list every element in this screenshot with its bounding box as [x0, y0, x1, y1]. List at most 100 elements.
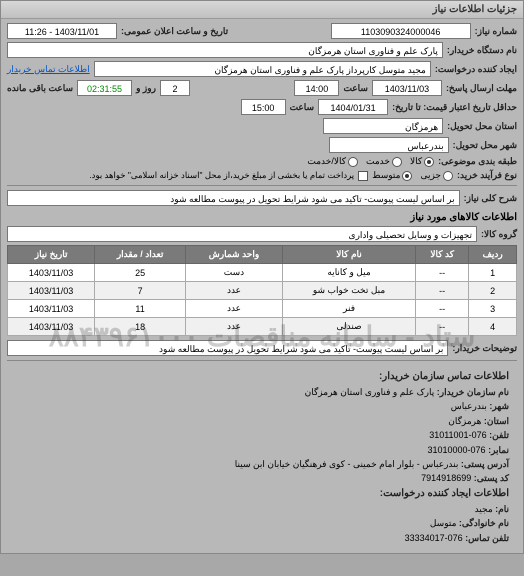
delivery-city-label: شهر محل تحویل: — [453, 140, 517, 151]
table-cell: 7 — [95, 282, 186, 300]
announce-date-value: 1403/11/01 - 11:26 — [7, 23, 117, 39]
contact-phone: 076-31011001 — [429, 430, 486, 440]
table-cell: -- — [415, 282, 468, 300]
th-index: ردیف — [469, 246, 517, 264]
goods-group-value: تجهیزات و وسایل تحصیلی واداری — [7, 226, 477, 242]
first-name-label: نام: — [495, 504, 509, 514]
contact-phone-label: تلفن: — [489, 430, 509, 440]
contact-block: اطلاعات تماس سازمان خریدار: نام سازمان خ… — [7, 365, 517, 549]
contact-link[interactable]: اطلاعات تماس خریدار — [7, 64, 90, 75]
th-code: کد کالا — [415, 246, 468, 264]
table-cell: 1403/11/03 — [8, 282, 95, 300]
creator-info-title: اطلاعات ایجاد کننده درخواست: — [380, 488, 509, 499]
table-row: 2--مبل تخت خواب شوعدد71403/11/03 — [8, 282, 517, 300]
table-cell: میل و کانایه — [283, 264, 416, 282]
creator-label: ایجاد کننده درخواست: — [435, 64, 517, 75]
table-cell: صندلی — [283, 318, 416, 336]
table-cell: 1403/11/03 — [8, 300, 95, 318]
contact-title: اطلاعات تماس سازمان خریدار: — [379, 371, 509, 382]
remaining-days: 2 — [160, 80, 190, 96]
contact-city: بندرعباس — [451, 401, 487, 411]
table-cell: 4 — [469, 318, 517, 336]
delivery-province-label: استان محل تحویل: — [447, 121, 517, 132]
th-unit: واحد شمارش — [185, 246, 282, 264]
treasury-checkbox[interactable] — [358, 171, 368, 181]
table-cell: مبل تخت خواب شو — [283, 282, 416, 300]
row-buyer-name: نام دستگاه خریدار: پارک علم و فناوری است… — [7, 42, 517, 58]
table-cell: 3 — [469, 300, 517, 318]
validity-date: 1404/01/31 — [318, 99, 388, 115]
reply-time: 14:00 — [294, 80, 339, 96]
radio-dot-icon — [392, 157, 402, 167]
request-number-label: شماره نیاز: — [475, 26, 517, 37]
table-cell: -- — [415, 318, 468, 336]
radio-mid[interactable]: متوسط — [372, 170, 412, 181]
row-request-number: شماره نیاز: 1103090324000046 تاریخ و ساع… — [7, 23, 517, 39]
table-cell: 11 — [95, 300, 186, 318]
remaining-days-label: روز و — [136, 83, 156, 94]
table-cell: 2 — [469, 282, 517, 300]
table-cell: 1 — [469, 264, 517, 282]
row-goods-group: گروه کالا: تجهیزات و وسایل تحصیلی واداری — [7, 226, 517, 242]
table-cell: عدد — [185, 300, 282, 318]
table-row: 1--میل و کانایهدست251403/11/03 — [8, 264, 517, 282]
row-buyer-notes: توضیحات خریدار: بر اساس لیست پیوست- تاکی… — [7, 340, 517, 356]
th-qty: تعداد / مقدار — [95, 246, 186, 264]
reply-deadline-label: مهلت ارسال پاسخ: — [446, 83, 517, 94]
table-cell: عدد — [185, 282, 282, 300]
time-label-2: ساعت — [290, 102, 315, 113]
contact-province: هرمزگان — [448, 416, 481, 426]
radio-dot-icon — [348, 157, 358, 167]
first-name: مجید — [475, 504, 493, 514]
panel-content: شماره نیاز: 1103090324000046 تاریخ و ساع… — [1, 19, 523, 553]
radio-both[interactable]: کالا/خدمت — [307, 156, 358, 167]
post-addr-label: آدرس پستی: — [461, 459, 509, 469]
org-name-label: نام سازمان خریدار: — [437, 387, 509, 397]
table-cell: 18 — [95, 318, 186, 336]
validity-time: 15:00 — [241, 99, 286, 115]
contact-phone2: 076-33334017 — [405, 533, 463, 543]
radio-low[interactable]: جزیی — [420, 170, 453, 181]
radio-dot-icon — [424, 157, 434, 167]
radio-service[interactable]: خدمت — [366, 156, 402, 167]
post-code: 7914918699 — [421, 473, 471, 483]
table-cell: 1403/11/03 — [8, 264, 95, 282]
buyer-name-value: پارک علم و فناوری استان هرمزگان — [7, 42, 443, 58]
goods-info-title: اطلاعات کالاهای مورد نیاز — [7, 209, 517, 226]
row-delivery-province: استان محل تحویل: هرمزگان — [7, 118, 517, 134]
table-cell: 1403/11/03 — [8, 318, 95, 336]
contact-phone2-label: تلفن تماس: — [465, 533, 509, 543]
table-header-row: ردیف کد کالا نام کالا واحد شمارش تعداد /… — [8, 246, 517, 264]
goods-group-label: گروه کالا: — [481, 229, 517, 240]
table-cell: دست — [185, 264, 282, 282]
contact-city-label: شهر: — [489, 401, 509, 411]
panel-title: جزئیات اطلاعات نیاز — [433, 4, 517, 15]
row-subject-type: طبقه بندی موضوعی: کالا خدمت کالا/خدمت — [7, 156, 517, 167]
th-date: تاریخ نیاز — [8, 246, 95, 264]
org-name: پارک علم و فناوری استان هرمزگان — [305, 387, 435, 397]
table-row: 4--صندلیعدد181403/11/03 — [8, 318, 517, 336]
table-cell: -- — [415, 300, 468, 318]
radio-goods[interactable]: کالا — [410, 156, 434, 167]
time-label-1: ساعت — [343, 83, 368, 94]
validity-label: حداقل تاریخ اعتبار قیمت: تا تاریخ: — [392, 102, 517, 113]
announce-date-label: تاریخ و ساعت اعلان عمومی: — [121, 26, 228, 37]
table-cell: فنر — [283, 300, 416, 318]
request-number-value: 1103090324000046 — [331, 23, 471, 39]
process-type-label: نوع فرآیند خرید: — [457, 170, 517, 181]
table-cell: عدد — [185, 318, 282, 336]
row-process-type: نوع فرآیند خرید: جزیی متوسط پرداخت تمام … — [7, 170, 517, 181]
buyer-name-label: نام دستگاه خریدار: — [447, 45, 517, 56]
delivery-city-value: بندرعباس — [329, 137, 449, 153]
reply-date: 1403/11/03 — [372, 80, 442, 96]
key-desc-value: بر اساس لیست پیوست- تاکید می شود شرایط ت… — [7, 190, 460, 206]
row-reply-deadline: مهلت ارسال پاسخ: 1403/11/03 ساعت 14:00 2… — [7, 80, 517, 96]
process-note: پرداخت تمام یا بخشی از مبلغ خرید،از محل … — [89, 170, 354, 181]
radio-dot-icon — [443, 171, 453, 181]
row-creator: ایجاد کننده درخواست: مجید متوسل کارپرداز… — [7, 61, 517, 77]
th-name: نام کالا — [283, 246, 416, 264]
delivery-province-value: هرمزگان — [323, 118, 443, 134]
goods-table: ردیف کد کالا نام کالا واحد شمارش تعداد /… — [7, 245, 517, 336]
radio-dot-icon — [402, 171, 412, 181]
table-cell: -- — [415, 264, 468, 282]
